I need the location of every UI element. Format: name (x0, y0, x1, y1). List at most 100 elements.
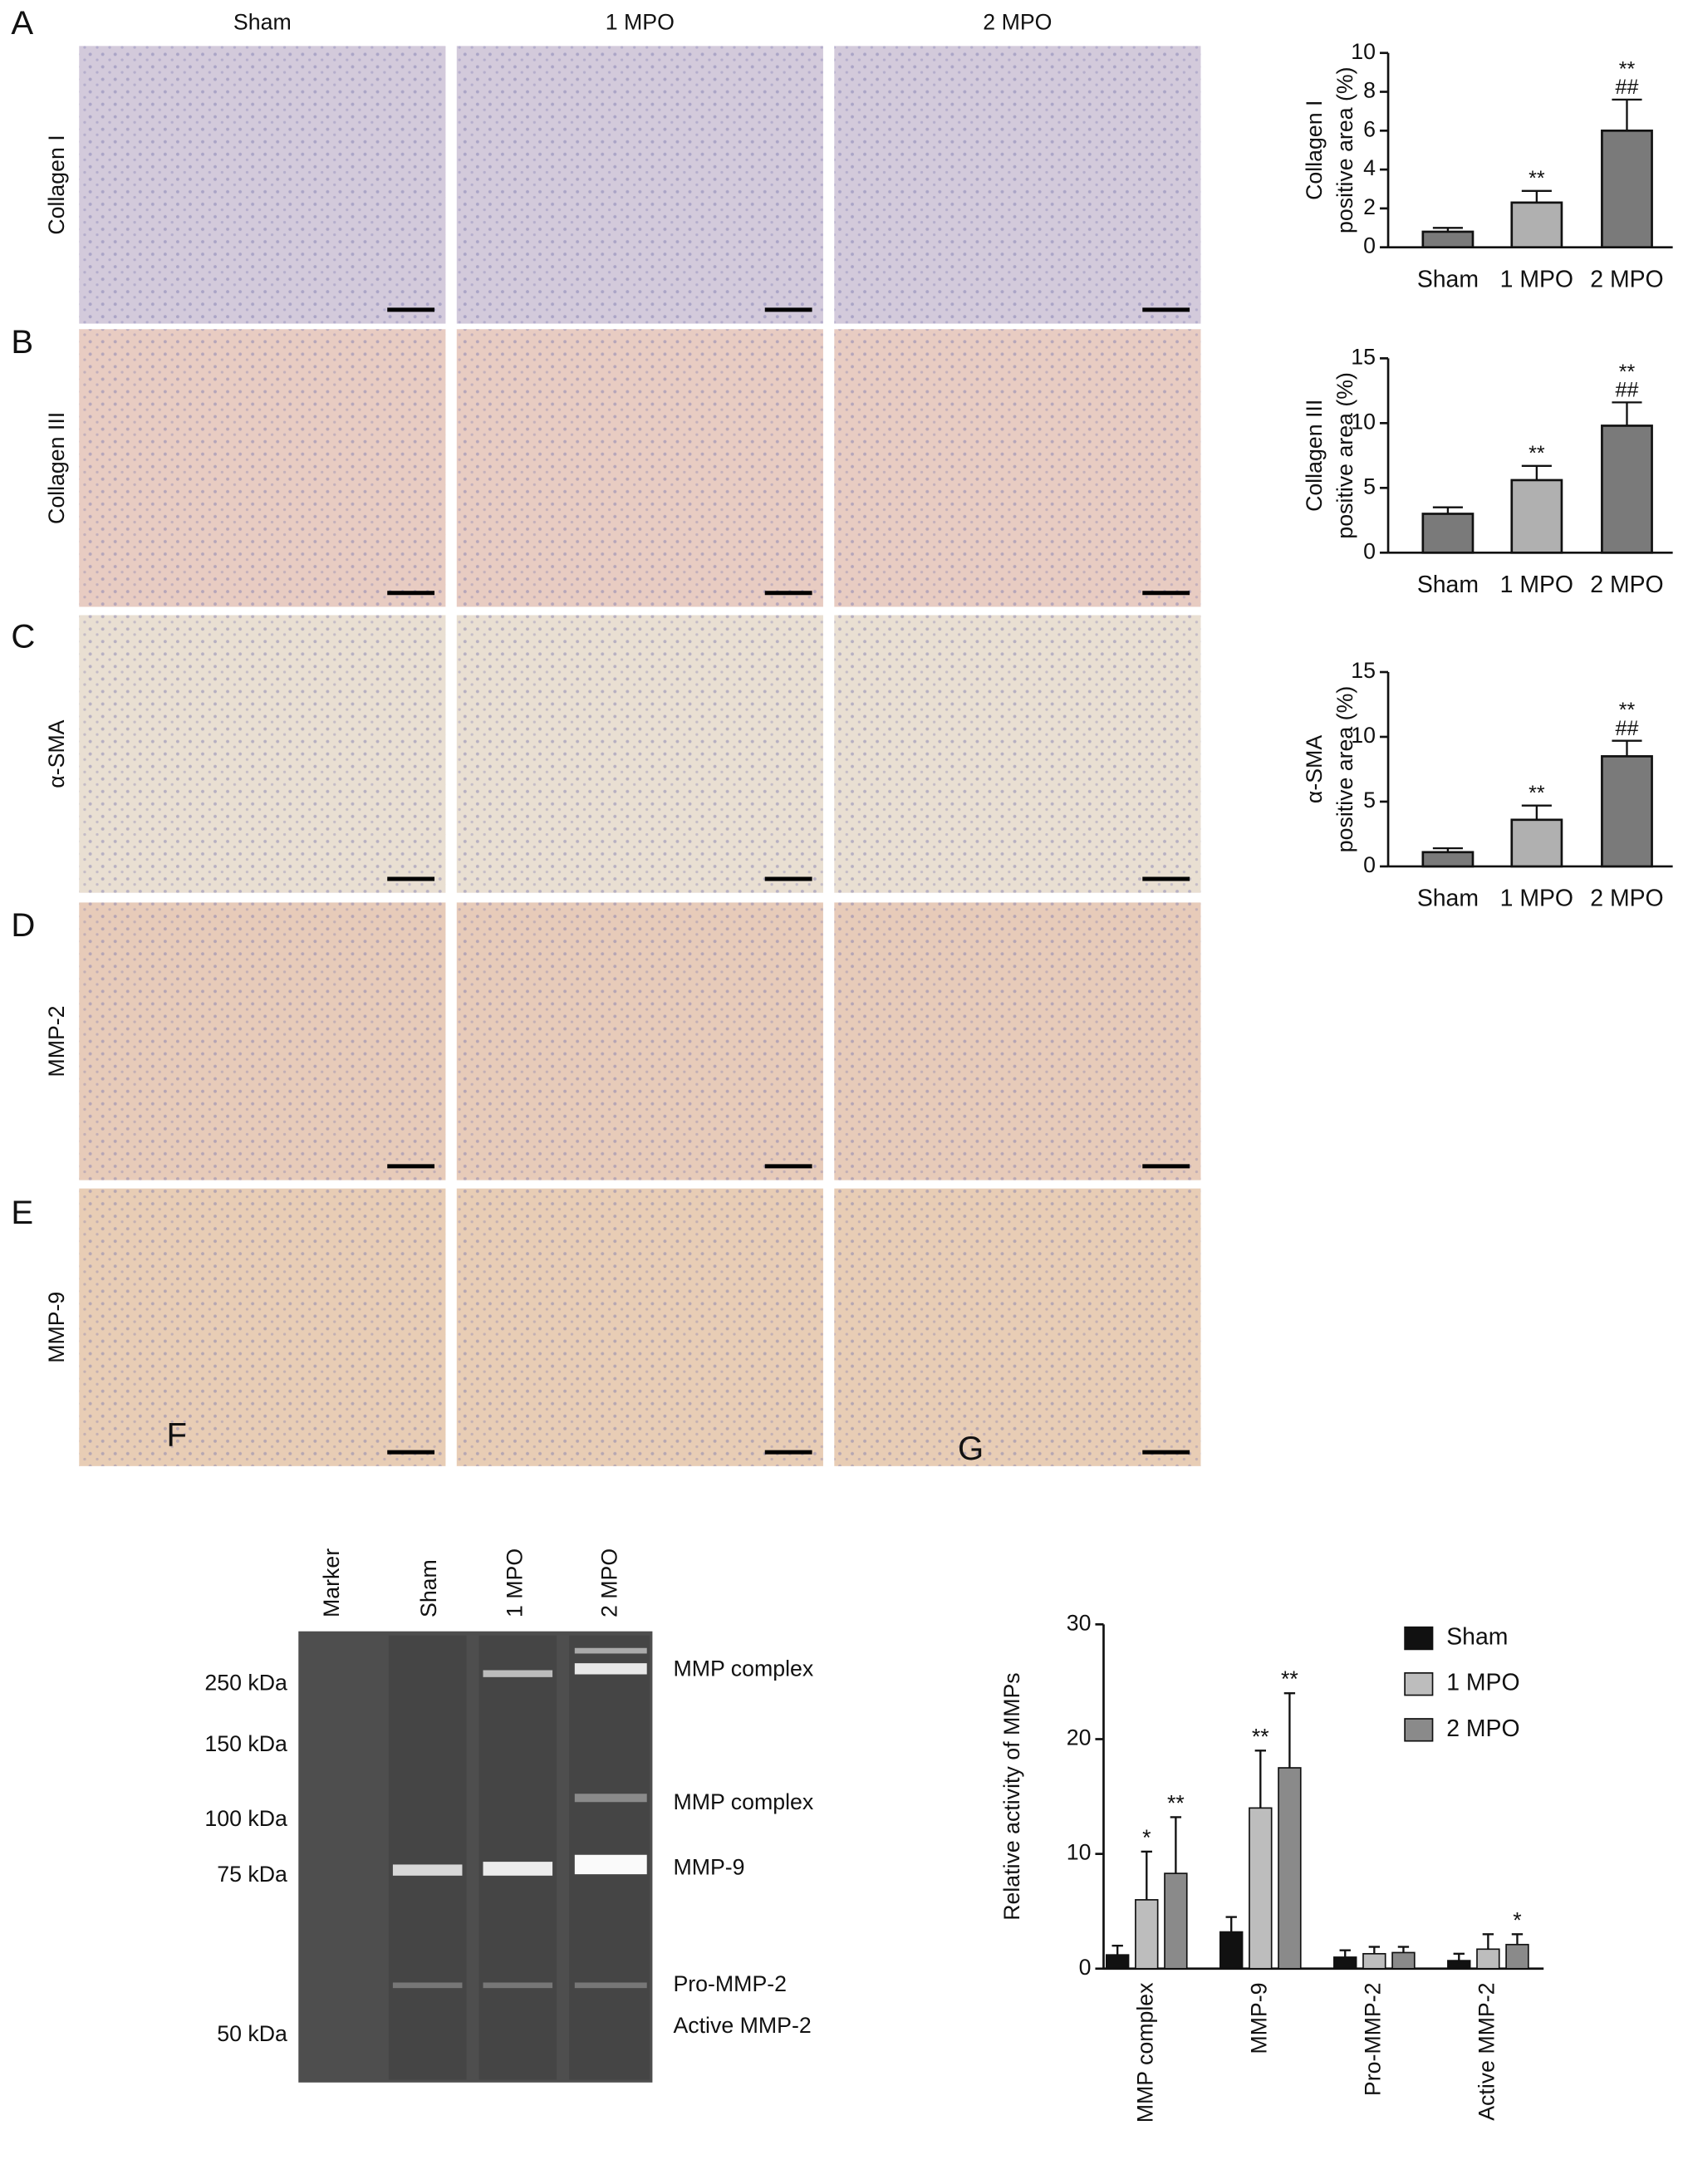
row-label: α-SMA (44, 719, 69, 788)
bar (1510, 201, 1563, 249)
legend-label: 2 MPO (1446, 1715, 1519, 1742)
micrograph-texture (834, 329, 1201, 607)
significance: ** (1252, 1724, 1269, 1749)
bar (1601, 755, 1653, 868)
micrograph-texture (456, 615, 823, 893)
x-tick-label: Active MMP-2 (1474, 1982, 1499, 2120)
marker-label: 100 kDa (204, 1806, 287, 1831)
significance: ** (1619, 361, 1636, 384)
bar (1219, 1931, 1244, 1970)
y-axis-label: Collagen III (1302, 400, 1327, 512)
micrograph-texture (79, 902, 446, 1180)
bar (1421, 513, 1475, 554)
x-tick-label: 1 MPO (1500, 572, 1573, 598)
marker-label: 150 kDa (204, 1731, 287, 1756)
y-tick-label: 20 (1067, 1725, 1092, 1750)
panel-letter: E (11, 1195, 33, 1231)
significance: ## (1616, 379, 1639, 402)
bar (1278, 1767, 1302, 1970)
significance: ** (1619, 57, 1636, 81)
legend-label: Sham (1446, 1624, 1508, 1651)
y-tick-label: 0 (1079, 1955, 1092, 1980)
lane-label: 2 MPO (596, 1548, 621, 1617)
y-tick-label: 10 (1351, 39, 1376, 64)
bar (1135, 1899, 1159, 1970)
marker-label: 75 kDa (217, 1862, 287, 1887)
micrograph-texture (79, 46, 446, 324)
bar (1510, 479, 1563, 554)
bar (1476, 1948, 1500, 1970)
column-label: 2 MPO (983, 10, 1052, 35)
x-tick-label: Sham (1417, 886, 1479, 912)
row-label: Collagen III (44, 412, 69, 524)
y-tick-label: 15 (1351, 344, 1376, 369)
y-tick-label: 0 (1363, 852, 1376, 877)
y-tick-label: 10 (1351, 723, 1376, 748)
significance: ## (1616, 717, 1639, 740)
bar (1447, 1960, 1471, 1970)
y-tick-label: 10 (1351, 409, 1376, 434)
bar (1601, 129, 1653, 249)
y-axis-label: Relative activity of MMPs (999, 1672, 1024, 1920)
band-label: Pro-MMP-2 (673, 1971, 787, 1996)
y-tick-label: 4 (1363, 155, 1376, 180)
y-axis-label: positive area (%) (1332, 372, 1357, 538)
row-label: Collagen I (44, 135, 69, 234)
y-axis-label: positive area (%) (1332, 686, 1357, 852)
x-tick-label: 1 MPO (1500, 886, 1573, 912)
x-tick-label: Sham (1417, 266, 1479, 292)
band-label: MMP complex (673, 1656, 813, 1681)
y-tick-label: 0 (1363, 538, 1376, 563)
y-tick-label: 8 (1363, 78, 1376, 103)
bar (1362, 1952, 1386, 1970)
marker-label: 50 kDa (217, 2021, 287, 2046)
bar (1249, 1807, 1273, 1970)
x-tick-label: Sham (1417, 572, 1479, 598)
micrograph-texture (79, 329, 446, 607)
legend-label: 1 MPO (1446, 1670, 1519, 1696)
y-axis-label: Collagen I (1302, 101, 1327, 200)
y-tick-label: 0 (1363, 233, 1376, 258)
panel-letter: C (11, 618, 35, 655)
bar (1510, 818, 1563, 868)
micrograph-texture (834, 902, 1201, 1180)
band-label: Active MMP-2 (673, 2013, 811, 2038)
panel-letter: A (11, 5, 33, 42)
panel-letter: D (11, 907, 35, 944)
x-tick-label: 2 MPO (1590, 886, 1663, 912)
legend-swatch (1404, 1626, 1434, 1651)
micrograph-texture (834, 1188, 1201, 1466)
significance: ** (1529, 442, 1545, 465)
bar (1421, 851, 1475, 868)
significance: ** (1529, 167, 1545, 190)
significance: * (1142, 1825, 1151, 1850)
panel-letter: B (11, 324, 33, 361)
significance: * (1513, 1907, 1521, 1932)
legend-swatch (1404, 1672, 1434, 1696)
micrograph-texture (456, 46, 823, 324)
significance: ** (1281, 1666, 1298, 1691)
bar (1105, 1954, 1130, 1970)
bar (1164, 1872, 1188, 1970)
panel-letter: G (958, 1431, 984, 1467)
legend-swatch (1404, 1718, 1434, 1742)
y-tick-label: 6 (1363, 116, 1376, 141)
y-tick-label: 30 (1067, 1610, 1092, 1635)
bar (1601, 425, 1653, 554)
band-label: MMP complex (673, 1789, 813, 1814)
micrograph-texture (456, 902, 823, 1180)
band-label: MMP-9 (673, 1855, 744, 1880)
y-tick-label: 10 (1067, 1840, 1092, 1865)
row-label: MMP-2 (44, 1005, 69, 1077)
micrograph-texture (456, 329, 823, 607)
bar (1333, 1956, 1357, 1970)
x-tick-label: Pro-MMP-2 (1360, 1982, 1385, 2096)
micrograph-texture (79, 615, 446, 893)
lane-label: Marker (319, 1548, 344, 1617)
y-axis-label: α-SMA (1302, 735, 1327, 803)
gel-image (298, 1631, 653, 2083)
significance: ## (1616, 76, 1639, 99)
x-tick-label: MMP-9 (1246, 1982, 1271, 2054)
